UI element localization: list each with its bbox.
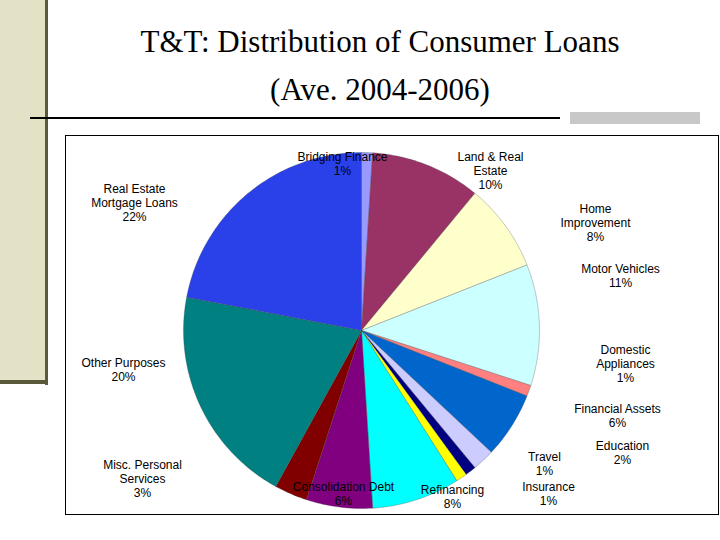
html-text:T&T: Distribution of Consumer: T&T: Distribution of Consumer Loans xyxy=(140,24,620,59)
html-text:(Ave. 2004-2006): (Ave. 2004-2006) xyxy=(270,72,490,107)
svg-text:Motor Vehicles11%: Motor Vehicles11% xyxy=(581,262,660,290)
svg-text:Insurance1%: Insurance1% xyxy=(522,480,575,508)
svg-text:Consolidation Debt6%: Consolidation Debt6% xyxy=(293,480,395,508)
svg-text:Misc. PersonalServices3%: Misc. PersonalServices3% xyxy=(103,458,182,500)
svg-text:Land & RealEstate10%: Land & RealEstate10% xyxy=(457,150,523,192)
svg-text:Real EstateMortgage Loans22%: Real EstateMortgage Loans22% xyxy=(91,182,178,224)
svg-text:Travel1%: Travel1% xyxy=(528,450,561,478)
svg-text:Bridging Finance1%: Bridging Finance1% xyxy=(297,150,387,178)
svg-text:Education2%: Education2% xyxy=(596,439,649,467)
svg-text:Financial Assets6%: Financial Assets6% xyxy=(574,402,661,430)
svg-text:Other Purposes20%: Other Purposes20% xyxy=(81,356,165,384)
svg-text:DomesticAppliances1%: DomesticAppliances1% xyxy=(596,343,655,385)
svg-text:HomeImprovement8%: HomeImprovement8% xyxy=(560,202,631,244)
svg-text:Refinancing8%: Refinancing8% xyxy=(421,483,484,511)
